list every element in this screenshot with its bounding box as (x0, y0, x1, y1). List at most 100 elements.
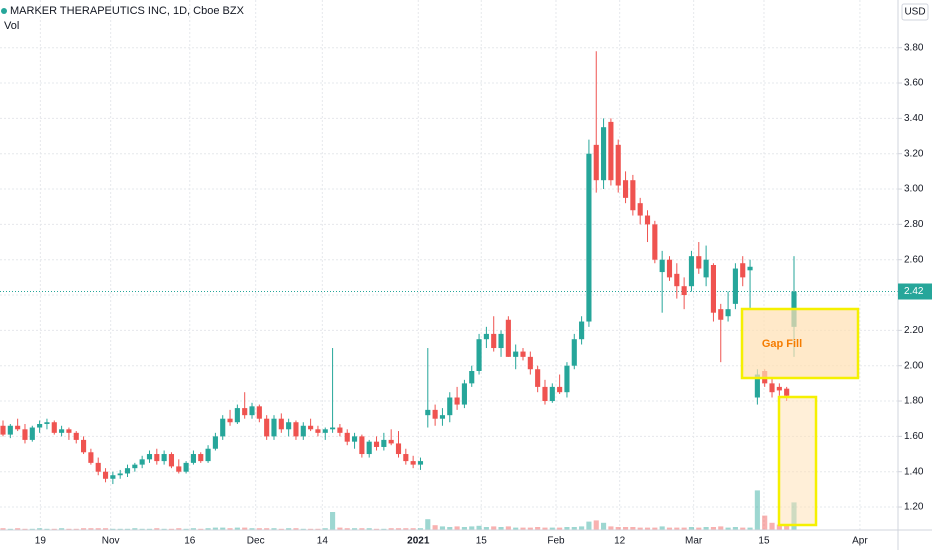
volume-bar (571, 527, 577, 530)
volume-bar (293, 528, 299, 530)
candle-body (586, 153, 592, 322)
candle-body (95, 462, 101, 472)
candle-body (73, 432, 79, 440)
volume-pane (0, 490, 797, 530)
y-tick-label: 3.20 (904, 148, 924, 159)
candle-body (579, 321, 585, 340)
x-tick-label: 15 (476, 536, 488, 547)
candle-body (557, 386, 563, 393)
volume-bar (505, 526, 511, 530)
candle-body (630, 180, 636, 211)
volume-bar (271, 528, 277, 530)
volume-bar (579, 526, 585, 530)
candle-body (681, 286, 687, 296)
last-price-box (898, 283, 932, 300)
volume-bar (432, 525, 438, 530)
volume-bar (66, 528, 72, 530)
candle-body (249, 406, 255, 416)
y-tick-label: 2.00 (904, 360, 924, 371)
candle-body (520, 351, 526, 357)
candle-body (66, 429, 72, 433)
volume-bar (593, 520, 599, 530)
volume-bar (154, 528, 160, 530)
candle-body (615, 144, 621, 186)
candle-body (688, 256, 695, 287)
volume-bar (417, 528, 424, 530)
y-tick-label: 3.40 (904, 113, 924, 124)
grid (0, 0, 898, 530)
volume-bar (498, 527, 504, 530)
candle-body (469, 371, 475, 384)
candle-body (205, 448, 211, 462)
volume-bar (29, 528, 35, 530)
volume-bar (242, 527, 248, 530)
candle-body (37, 424, 43, 428)
candle-body (527, 356, 533, 370)
volume-bar (22, 528, 28, 530)
volume-bar (527, 527, 533, 530)
y-tick-label: 1.40 (904, 466, 924, 477)
candle-body (505, 319, 511, 357)
volume-bar (176, 528, 182, 530)
y-tick-label: 3.60 (904, 78, 924, 89)
volume-bar (59, 528, 65, 530)
chart-title: MARKER THERAPEUTICS INC, 1D, Cboe BZX (10, 5, 245, 17)
candle-body (168, 454, 175, 467)
candle-body (454, 397, 460, 405)
candle-body (622, 180, 629, 198)
volume-bar (644, 527, 651, 530)
x-tick-label: Feb (547, 536, 565, 547)
volume-bar (388, 528, 394, 530)
x-tick-label: 19 (35, 536, 47, 547)
volume-bar (51, 528, 57, 530)
candle-body (44, 422, 50, 424)
candle-body (740, 263, 746, 278)
volume-bar (762, 515, 768, 530)
volume-bar (454, 526, 460, 530)
candle-body (366, 441, 372, 455)
volume-bar (110, 528, 116, 530)
volume-bar (710, 527, 716, 530)
volume-bar (395, 528, 402, 530)
volume-bar (491, 526, 497, 530)
volume-bar (264, 528, 270, 530)
candle-body (696, 256, 702, 269)
candle-body (644, 215, 651, 225)
candle-body (381, 439, 387, 447)
candle-body (154, 454, 160, 462)
candle-body (161, 454, 167, 462)
volume-bar (322, 528, 328, 530)
volume-bar (249, 528, 255, 530)
volume-bar (308, 528, 314, 530)
candle-body (59, 429, 65, 433)
volume-bar (469, 526, 475, 530)
volume-bar (754, 490, 760, 530)
x-tick-label: 16 (184, 536, 196, 547)
candle-body (293, 422, 299, 437)
candle-body (139, 459, 145, 465)
candle-body (51, 422, 57, 433)
candle-body (388, 439, 394, 444)
candle-body (498, 333, 504, 349)
candle-body (183, 462, 189, 472)
x-tick-label: Dec (247, 536, 265, 547)
volume-bar (205, 528, 211, 530)
volume-bar (15, 528, 21, 530)
volume-bar (703, 527, 709, 530)
candle-body (176, 466, 182, 472)
candle-body (110, 475, 116, 479)
volume-bar (637, 527, 643, 530)
candle-body (300, 425, 306, 437)
candle-body (674, 273, 680, 287)
volume-bar (520, 527, 526, 530)
volume-highlight-box (777, 395, 818, 527)
candle-body (359, 436, 365, 455)
volume-bar (344, 528, 350, 530)
x-tick-label: 2021 (407, 536, 430, 547)
x-tick-label: 15 (758, 536, 770, 547)
candle-body (264, 418, 270, 437)
volume-bar (784, 525, 790, 530)
volume-bar (0, 528, 6, 530)
volume-bar (81, 528, 87, 530)
